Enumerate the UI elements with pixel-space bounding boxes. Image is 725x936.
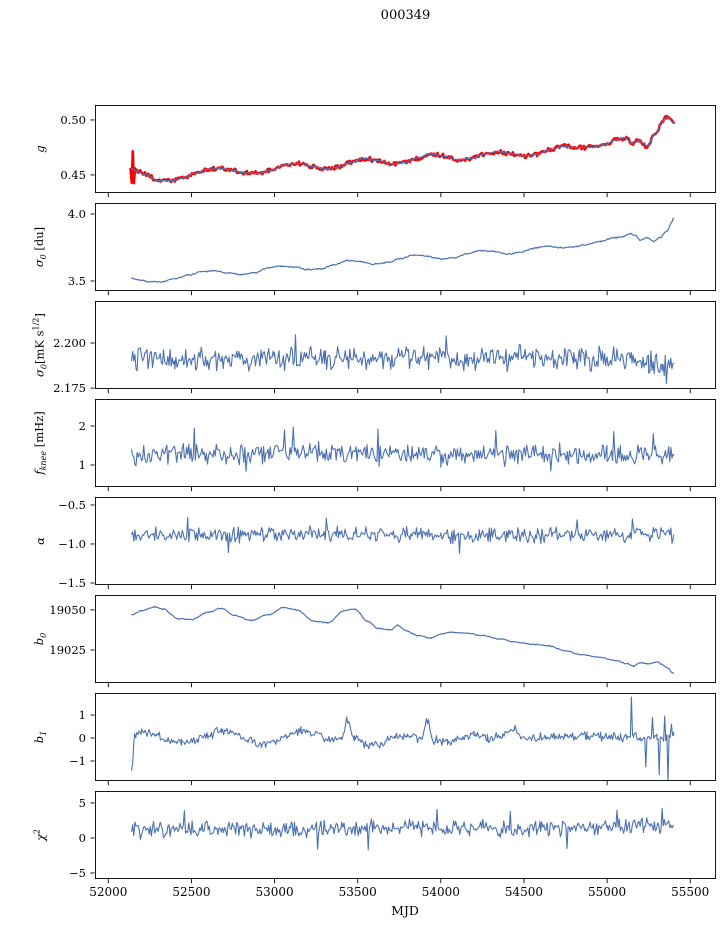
series-gain-fit [130,116,675,182]
plot-area-b1 [90,692,716,786]
subplot-alpha: α −1.5 −1.0 −0.5 [0,496,725,590]
x-tick-label: 54500 [504,885,544,899]
x-axis-label: MJD [391,903,419,918]
y-tick-label: 2.200 [53,336,86,351]
plot-area-chi2 [90,790,716,884]
subplot-sigma0-mks: σ0[mK s1/2] 2.175 2.200 [0,300,725,395]
y-tick-label: −1.5 [58,575,86,590]
series-fknee [131,426,675,472]
series-b1 [131,696,675,781]
subplot-b0: b0 19025 19050 [0,594,725,688]
plot-area-g [90,104,716,198]
series-sigma0-mks [131,334,675,385]
plot-area-fknee [90,398,716,492]
plot-area-sigma0-du [90,202,716,296]
y-tick-label: 2 [78,419,86,434]
figure-title: 000349 [380,8,431,23]
plot-area-alpha [90,496,716,590]
plot-area-sigma0-mks [90,300,716,394]
y-tick-label: 19025 [49,642,86,657]
subplot-sigma0-du: σ0 [du] 3.5 4.0 [0,202,725,296]
x-tick-label: 53000 [255,885,294,899]
series-sigma0-du [130,217,675,284]
y-tick-label: 0 [78,731,86,746]
series-b0 [130,606,675,674]
x-tick-label: 55500 [671,885,710,899]
series-alpha [131,516,675,554]
series-gain-data [129,114,675,185]
x-tick-label: 52500 [172,885,211,899]
y-tick-label: 3.5 [67,273,86,288]
y-tick-label: 1 [78,708,86,723]
x-tick-label: 54000 [421,885,460,899]
x-tick-label: 53500 [338,885,377,899]
y-tick-label: 5 [78,795,86,810]
x-tick-label: 52000 [89,885,128,899]
y-tick-label: 2.175 [53,381,86,396]
subplot-fknee: fknee [mHz] 1 2 [0,398,725,492]
y-tick-label: 0.45 [60,167,86,182]
subplot-g: g 0.45 0.50 [0,104,725,198]
x-tick-label: 55000 [588,885,627,899]
series-chi2 [131,808,675,851]
y-tick-label: −1 [69,754,86,768]
y-tick-label: −1.0 [58,536,86,551]
subplot-chi2: χ2 −5 0 5 52000 52500 53000 53500 54000 54500 5500… [0,790,725,899]
y-tick-label: −5 [69,865,86,880]
y-tick-label: 19050 [49,602,86,617]
plot-area-b0 [90,594,716,688]
y-tick-label: −0.5 [58,497,86,512]
y-tick-label: 1 [78,458,86,472]
y-tick-label: 0 [78,830,86,845]
subplot-b1: b1 −1 0 1 [0,692,725,786]
y-tick-label: 4.0 [67,206,86,221]
y-tick-label: 0.50 [60,112,86,127]
